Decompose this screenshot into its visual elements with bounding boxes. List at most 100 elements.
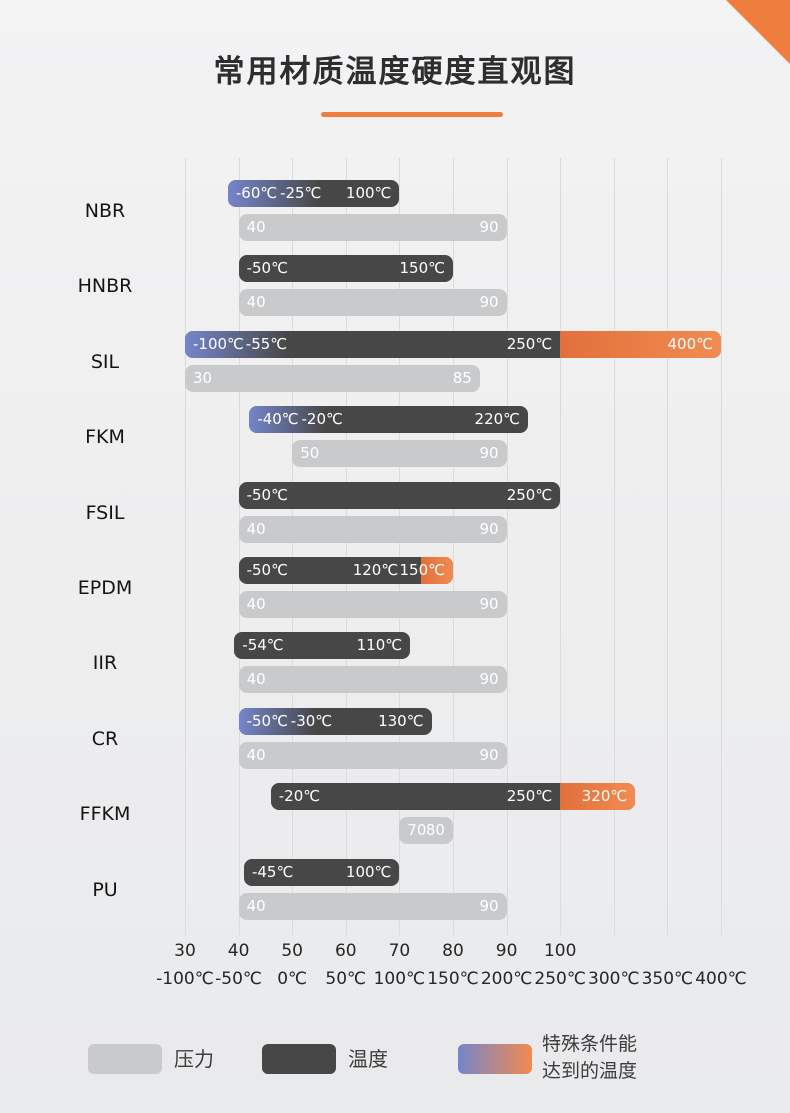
temperature-label: -40℃	[257, 410, 299, 429]
pressure-bar-iir: 40 90	[238, 666, 507, 694]
material-label-epdm: EPDM	[77, 577, 133, 599]
temperature-bar-fsil: -50℃ 250℃	[238, 481, 561, 509]
temperature-label: -54℃	[242, 636, 284, 655]
hardness-axis-tick: 40	[227, 941, 250, 961]
pressure-label: 40	[246, 595, 266, 613]
material-label-pu: PU	[92, 878, 118, 901]
pressure-bar-cr: 40 90	[238, 741, 507, 769]
temperature-label: 100℃	[345, 862, 392, 881]
legend-label-special: 特殊条件能 达到的温度	[542, 1033, 638, 1082]
pressure-label: 85	[452, 368, 472, 387]
temperature-label: -30℃	[290, 711, 333, 730]
temperature-axis-tick: 150℃	[427, 969, 479, 989]
temperature-label: -50℃	[246, 711, 288, 730]
pressure-label: 40	[246, 745, 266, 764]
temperature-bar-fkm: -40℃ -20℃ 220℃	[249, 406, 529, 434]
pressure-label: 40	[246, 293, 266, 312]
pressure-bar-hnbr: 40 90	[238, 289, 507, 317]
temperature-label: 110℃	[356, 636, 403, 655]
pressure-label: 30	[193, 368, 213, 387]
pressure-label: 90	[479, 896, 499, 915]
material-label-sil: SIL	[90, 350, 120, 373]
material-label-fsil: FSIL	[85, 501, 125, 524]
material-label-nbr: NBR	[84, 200, 126, 222]
temperature-label: 250℃	[506, 334, 553, 353]
pressure-label: 90	[479, 595, 499, 613]
temperature-axis-tick: 50℃	[325, 969, 367, 989]
temperature-segment-special-high	[560, 330, 721, 358]
temperature-label: -55℃	[245, 334, 288, 353]
temperature-segment-special-low	[238, 707, 316, 735]
pressure-bar-epdm: 40 90	[238, 591, 507, 618]
temperature-label: -60℃	[235, 184, 278, 202]
pressure-label: 90	[479, 218, 499, 236]
temperature-label: 100℃	[345, 184, 392, 202]
gridline	[721, 158, 722, 935]
gridline	[185, 158, 186, 935]
temperature-axis-tick: 350℃	[641, 969, 694, 989]
gridline	[453, 158, 454, 935]
pressure-bar-nbr: 40 90	[238, 214, 507, 241]
hardness-axis-tick: 60	[334, 941, 357, 961]
pressure-label: 90	[479, 745, 499, 764]
temperature-axis-tick: 400℃	[695, 969, 747, 989]
temperature-segment-special-low	[185, 330, 289, 358]
temperature-axis-tick: 100℃	[373, 969, 426, 989]
hardness-axis-tick: 100	[543, 941, 577, 961]
temperature-label: -20℃	[278, 787, 321, 806]
temperature-segment-special-high	[560, 783, 636, 811]
temperature-axis-tick: 300℃	[588, 969, 640, 989]
temperature-label: -25℃	[280, 184, 322, 202]
temperature-bar-sil: -100℃ -55℃ 400℃ 250℃	[185, 330, 721, 358]
pressure-label: 40	[246, 896, 266, 915]
pressure-label: 90	[479, 519, 499, 538]
temperature-bar-nbr: -60℃ -25℃ 100℃	[227, 180, 400, 207]
temperature-segment-special-high	[420, 557, 453, 584]
temperature-axis-tick: 0℃	[277, 969, 308, 989]
temperature-label: 250℃	[506, 485, 553, 504]
temperature-axis-tick: 200℃	[480, 969, 533, 989]
title-underline	[321, 112, 503, 117]
temperature-label: 150℃	[399, 259, 445, 278]
legend-label-temperature: 温度	[348, 1047, 388, 1071]
hardness-axis-tick: 50	[281, 941, 303, 961]
temperature-bar-hnbr: -50℃ 150℃	[238, 255, 453, 283]
gridline	[613, 158, 615, 935]
pressure-bar-ffkm: 70 80	[399, 817, 453, 845]
pressure-bar-pu: 40 90	[238, 892, 507, 920]
pressure-label: 70	[407, 821, 427, 840]
temperature-label: 130℃	[378, 711, 424, 730]
temperature-segment-special-low	[249, 406, 326, 434]
legend-label-pressure: 压力	[174, 1047, 214, 1071]
temperature-label: 150℃	[399, 561, 445, 579]
pressure-bar-fkm: 50 90	[292, 440, 507, 468]
temperature-label: -50℃	[246, 485, 288, 504]
material-label-hnbr: HNBR	[77, 275, 133, 298]
legend-swatch-special	[458, 1044, 532, 1074]
temperature-hardness-chart: NBR -60℃ -25℃ 100℃ 40 90 HNBR -50℃ 150℃ 40 90 SIL -1…	[77, 158, 747, 989]
pressure-label: 90	[479, 293, 499, 312]
material-label-ffkm: FFKM	[79, 803, 131, 826]
temperature-bar-pu: -45℃ 100℃	[243, 858, 400, 886]
pressure-label: 80	[425, 821, 445, 840]
temperature-label: -100℃	[193, 334, 244, 353]
temperature-axis-tick: 250℃	[534, 969, 586, 989]
gridline	[345, 158, 347, 935]
temperature-label: -50℃	[246, 259, 288, 278]
pressure-label: 90	[479, 444, 499, 463]
pressure-label: 40	[246, 670, 266, 689]
hardness-axis-tick: 70	[388, 941, 411, 961]
legend: 压力 温度 特殊条件能 达到的温度	[0, 1028, 790, 1098]
pressure-label: 50	[300, 444, 320, 463]
material-label-iir: IIR	[92, 652, 118, 675]
temperature-label: 320℃	[581, 787, 628, 806]
hardness-axis-tick: 90	[495, 941, 518, 961]
hardness-axis-tick: 30	[174, 941, 196, 961]
material-label-cr: CR	[91, 727, 119, 750]
temperature-axis-tick: -100℃	[156, 969, 214, 989]
gridline	[292, 158, 294, 935]
pressure-label: 40	[246, 519, 266, 538]
temperature-label: 220℃	[474, 410, 521, 429]
temperature-label: 250℃	[506, 787, 553, 806]
